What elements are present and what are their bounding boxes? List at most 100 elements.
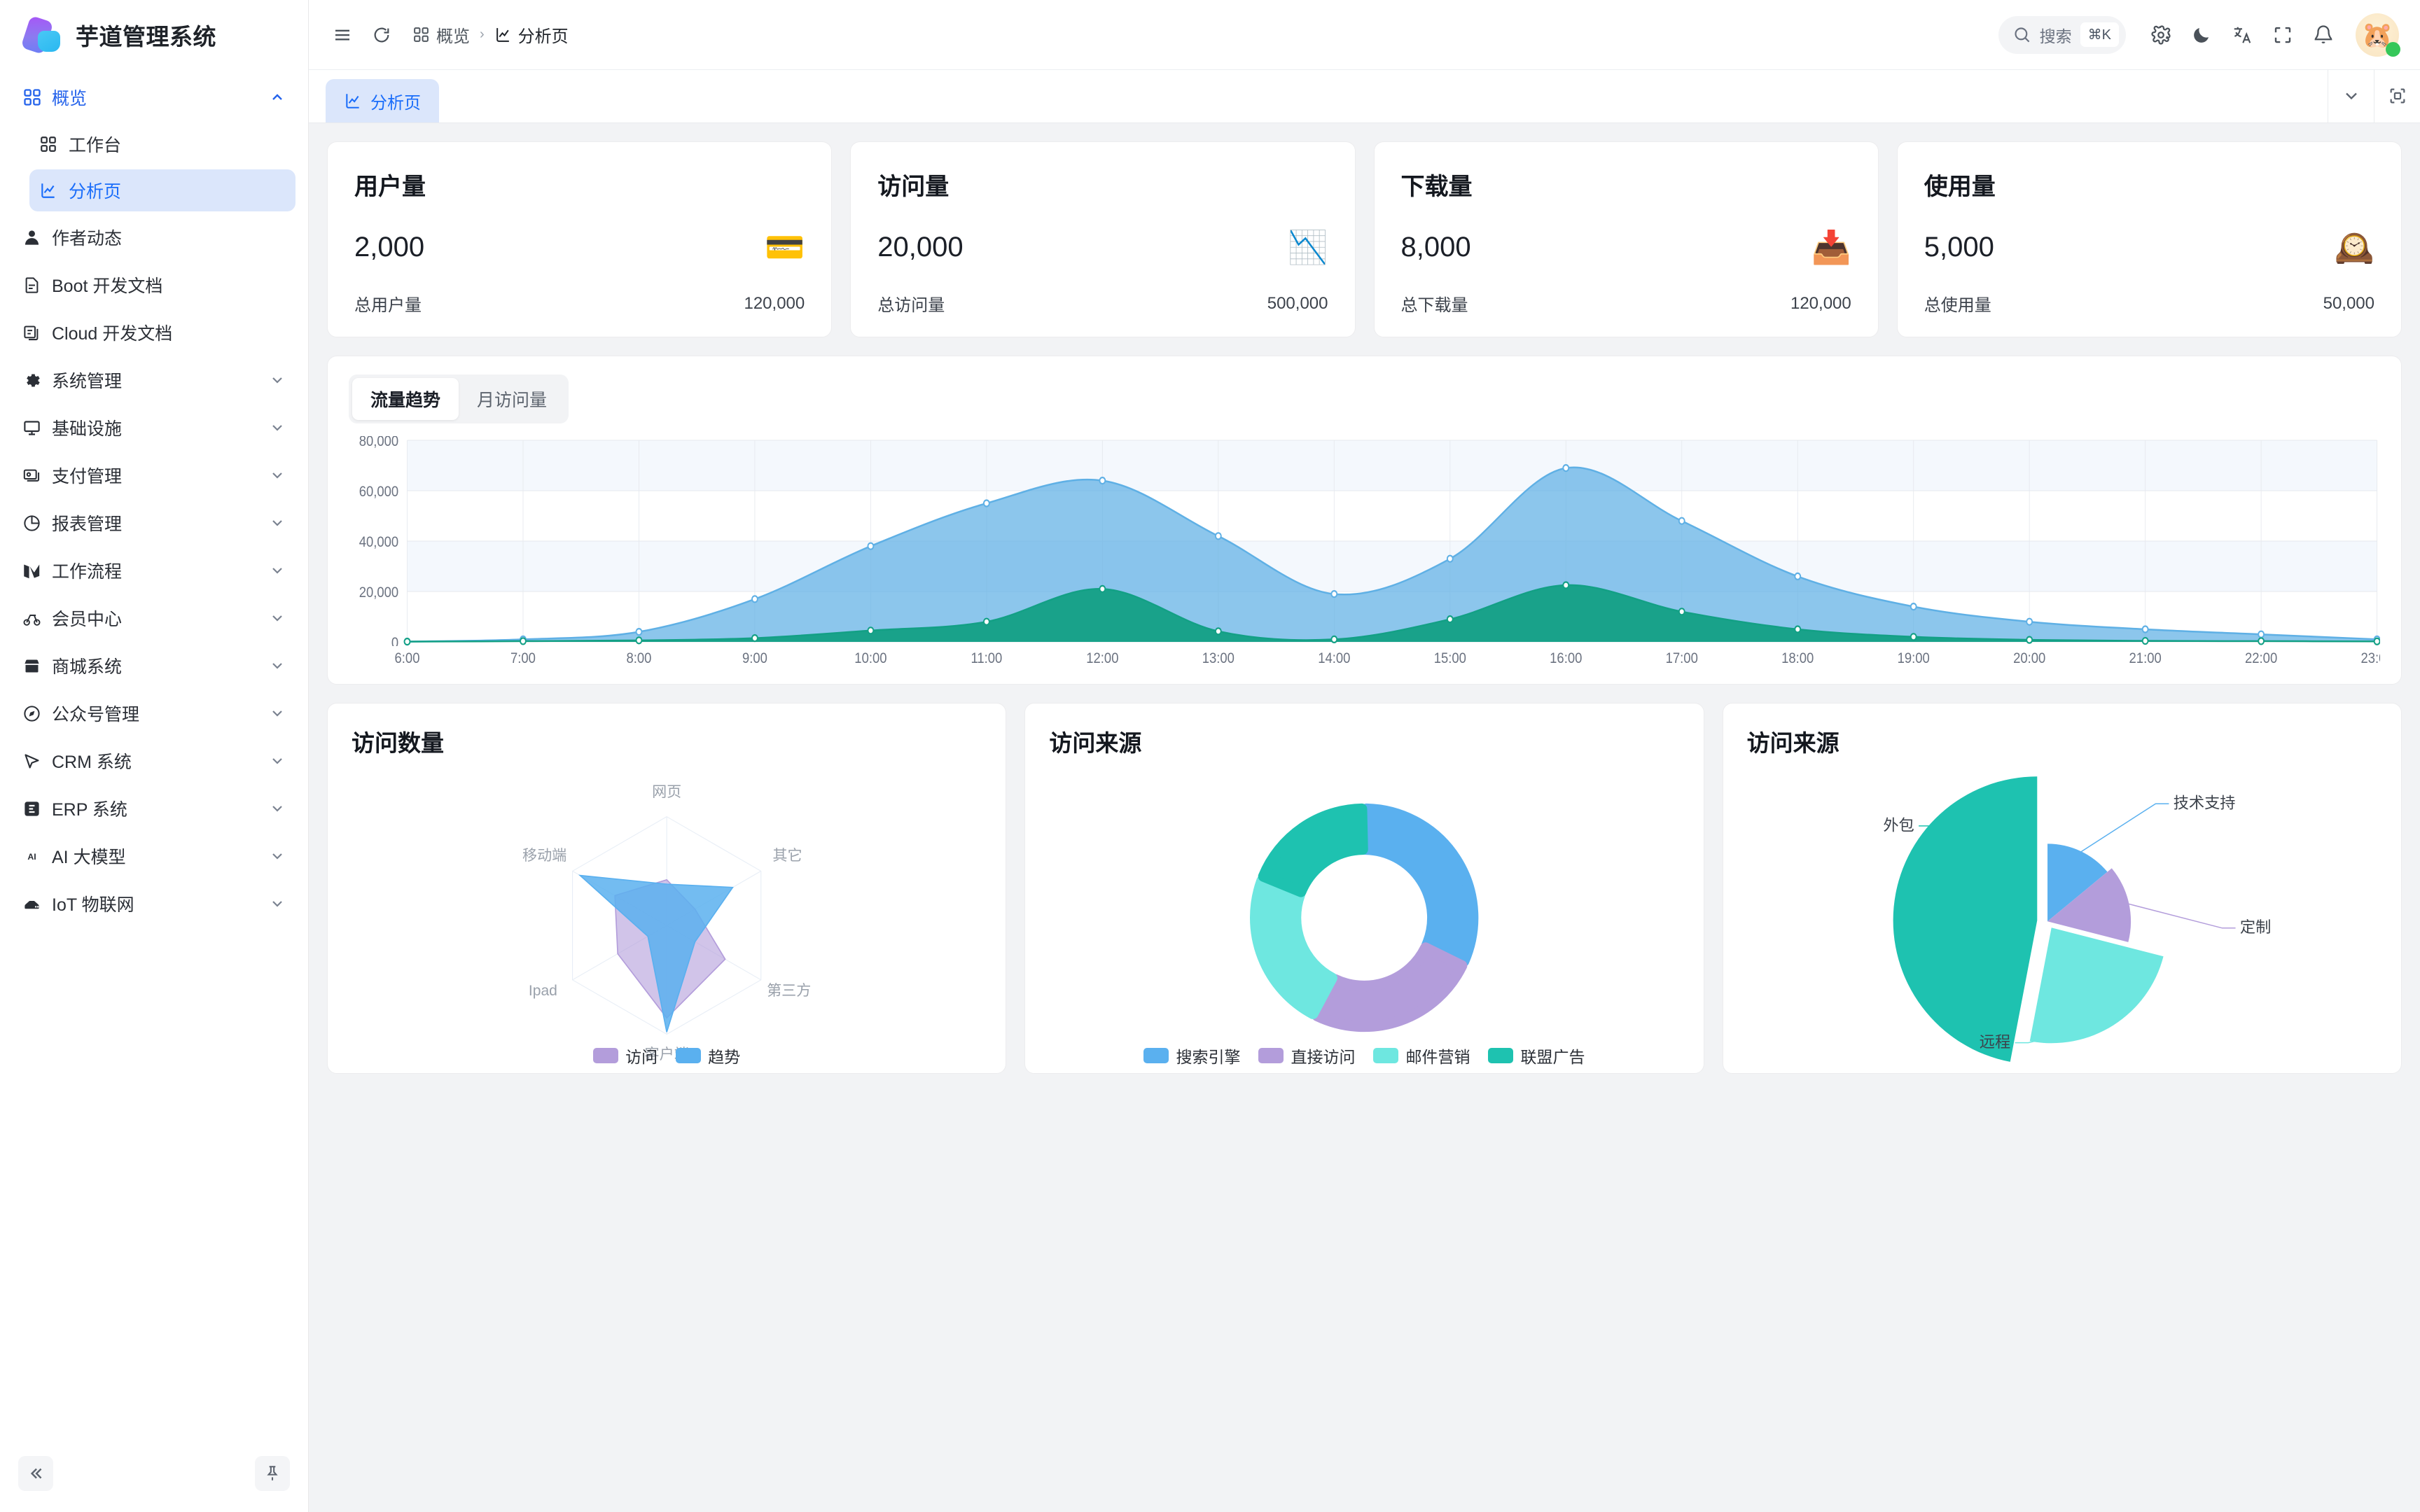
breadcrumb-separator: ›: [480, 27, 485, 42]
brand[interactable]: 芋道管理系统: [0, 0, 308, 70]
sidebar-subnav: 工作台 分析页: [13, 123, 295, 211]
trend-tab-monthly[interactable]: 月访问量: [477, 391, 548, 410]
legend-item[interactable]: 联盟广告: [1488, 1044, 1585, 1068]
sidebar-item-author-news[interactable]: 作者动态: [13, 216, 295, 259]
gear-icon[interactable]: [2143, 17, 2179, 53]
refresh-icon[interactable]: [363, 17, 400, 53]
pie-chart-icon: [22, 514, 52, 533]
breadcrumb-label: 概览: [436, 27, 470, 46]
tab-analysis[interactable]: 分析页: [326, 79, 439, 122]
fullscreen-icon[interactable]: [2265, 17, 2301, 53]
sidebar-item-crm[interactable]: CRM 系统: [13, 739, 295, 783]
content-area: 用户量 2,000 💳 总用户量 120,000 访问量 20,000 📉: [309, 123, 2420, 1512]
shop-icon: [22, 657, 52, 676]
svg-text:20:00: 20:00: [2013, 650, 2045, 666]
flow-icon: [22, 561, 52, 580]
stat-foot-label: 总下载量: [1400, 296, 1468, 315]
tab-dropdown-button[interactable]: [2328, 69, 2374, 122]
sidebar-item-ai[interactable]: AI AI 大模型: [13, 834, 295, 878]
search-shortcut: ⌘K: [2080, 22, 2119, 47]
chart-icon: [494, 26, 512, 43]
svg-text:第三方: 第三方: [767, 982, 811, 999]
svg-text:13:00: 13:00: [1202, 650, 1235, 666]
sidebar-item-member[interactable]: 会员中心: [13, 596, 295, 640]
legend-item[interactable]: 邮件营销: [1373, 1044, 1470, 1068]
compass-icon: [22, 704, 52, 723]
trend-tab-traffic[interactable]: 流量趋势: [352, 378, 459, 420]
sidebar-item-boot-docs[interactable]: Boot 开发文档: [13, 263, 295, 307]
pie-chart: 技术支持 定制 远程 外包: [1723, 762, 2401, 1073]
sidebar-group-overview[interactable]: 概览: [13, 76, 295, 119]
radar-chart: 网页 其它 第三方 客户端 Ipad 移动端: [328, 762, 1006, 1073]
sidebar-item-label: 商城系统: [52, 657, 123, 677]
svg-text:定制: 定制: [2240, 918, 2271, 936]
stat-value: 2,000: [354, 231, 425, 262]
breadcrumb-item-overview[interactable]: 概览: [412, 22, 470, 47]
sidebar-nav: 概览 工作台 分析页: [0, 70, 308, 1435]
collapse-sidebar-button[interactable]: [18, 1456, 53, 1491]
stat-foot-value: 120,000: [744, 293, 805, 313]
status-badge: [2386, 41, 2400, 57]
chevron-down-icon: [269, 752, 286, 769]
stat-foot-value: 50,000: [2323, 293, 2374, 313]
sidebar-item-label: IoT 物联网: [52, 895, 134, 915]
legend-item[interactable]: 搜索引擎: [1143, 1044, 1240, 1068]
tab-maximize-button[interactable]: [2374, 69, 2420, 122]
sidebar-item-mall[interactable]: 商城系统: [13, 644, 295, 687]
translate-icon[interactable]: [2224, 17, 2260, 53]
legend-item[interactable]: 访问: [593, 1044, 658, 1068]
svg-text:移动端: 移动端: [522, 847, 566, 864]
sidebar-item-mp[interactable]: 公众号管理: [13, 692, 295, 735]
stat-title: 用户量: [354, 174, 426, 200]
radar-title: 访问数量: [352, 730, 444, 756]
moon-icon[interactable]: [2183, 17, 2220, 53]
sidebar-item-payment[interactable]: 支付管理: [13, 454, 295, 497]
sidebar-item-analysis[interactable]: 分析页: [29, 169, 295, 211]
stat-value: 20,000: [877, 231, 964, 262]
legend-swatch: [593, 1048, 619, 1063]
stat-title: 使用量: [1924, 174, 1996, 200]
sidebar-item-label: Cloud 开发文档: [52, 324, 173, 344]
sidebar-item-label: 报表管理: [52, 514, 123, 534]
area-chart-labels: 0 20,000 40,000 60,000 80,000: [359, 436, 2380, 646]
svg-text:AI: AI: [27, 852, 36, 862]
stat-card-downloads: 下载量 8,000 📥 总下载量 120,000: [1373, 141, 1879, 337]
breadcrumb-label: 分析页: [517, 27, 569, 46]
stat-card-visits: 访问量 20,000 📉 总访问量 500,000: [850, 141, 1356, 337]
pin-icon[interactable]: [255, 1456, 290, 1491]
sidebar-item-infrastructure[interactable]: 基础设施: [13, 406, 295, 449]
search-input[interactable]: 搜索 ⌘K: [1998, 15, 2126, 54]
svg-text:Ipad: Ipad: [529, 983, 557, 999]
stat-cards-row: 用户量 2,000 💳 总用户量 120,000 访问量 20,000 📉: [327, 141, 2402, 337]
tab-label: 分析页: [370, 93, 421, 113]
hamburger-icon[interactable]: [324, 17, 361, 53]
svg-text:19:00: 19:00: [1898, 650, 1930, 666]
svg-text:7:00: 7:00: [510, 650, 536, 666]
breadcrumb-item-analysis[interactable]: 分析页: [494, 22, 569, 47]
sidebar-item-workflow[interactable]: 工作流程: [13, 549, 295, 592]
donut-title: 访问来源: [1049, 730, 1142, 756]
svg-text:23:00: 23:00: [2361, 650, 2380, 666]
legend-item[interactable]: 趋势: [676, 1044, 740, 1068]
legend-item[interactable]: 直接访问: [1258, 1044, 1355, 1068]
sidebar-item-workbench[interactable]: 工作台: [29, 123, 295, 165]
sidebar-item-label: 公众号管理: [52, 705, 140, 724]
chevron-down-icon: [269, 562, 286, 579]
svg-text:11:00: 11:00: [971, 650, 1002, 666]
svg-text:其它: 其它: [772, 847, 802, 864]
sidebar-item-iot[interactable]: IoT 物联网: [13, 882, 295, 925]
sidebar-item-report[interactable]: 报表管理: [13, 501, 295, 545]
stat-foot-label: 总用户量: [354, 296, 422, 315]
sidebar-item-cloud-docs[interactable]: Cloud 开发文档: [13, 311, 295, 354]
sidebar-item-erp[interactable]: ERP 系统: [13, 787, 295, 830]
trend-card: 流量趋势 月访问量 0 20,000 40,000 60,000 80,000 6:00…: [327, 356, 2402, 685]
bell-icon[interactable]: [2305, 17, 2342, 53]
copy-document-icon: [22, 323, 52, 342]
sidebar-item-system[interactable]: 系统管理: [13, 358, 295, 402]
stat-value: 8,000: [1400, 231, 1471, 262]
avatar[interactable]: 🐹: [2356, 13, 2400, 57]
sidebar-footer: [0, 1435, 308, 1512]
sidebar-item-label: Boot 开发文档: [52, 276, 163, 296]
svg-text:外包: 外包: [1883, 816, 1914, 834]
